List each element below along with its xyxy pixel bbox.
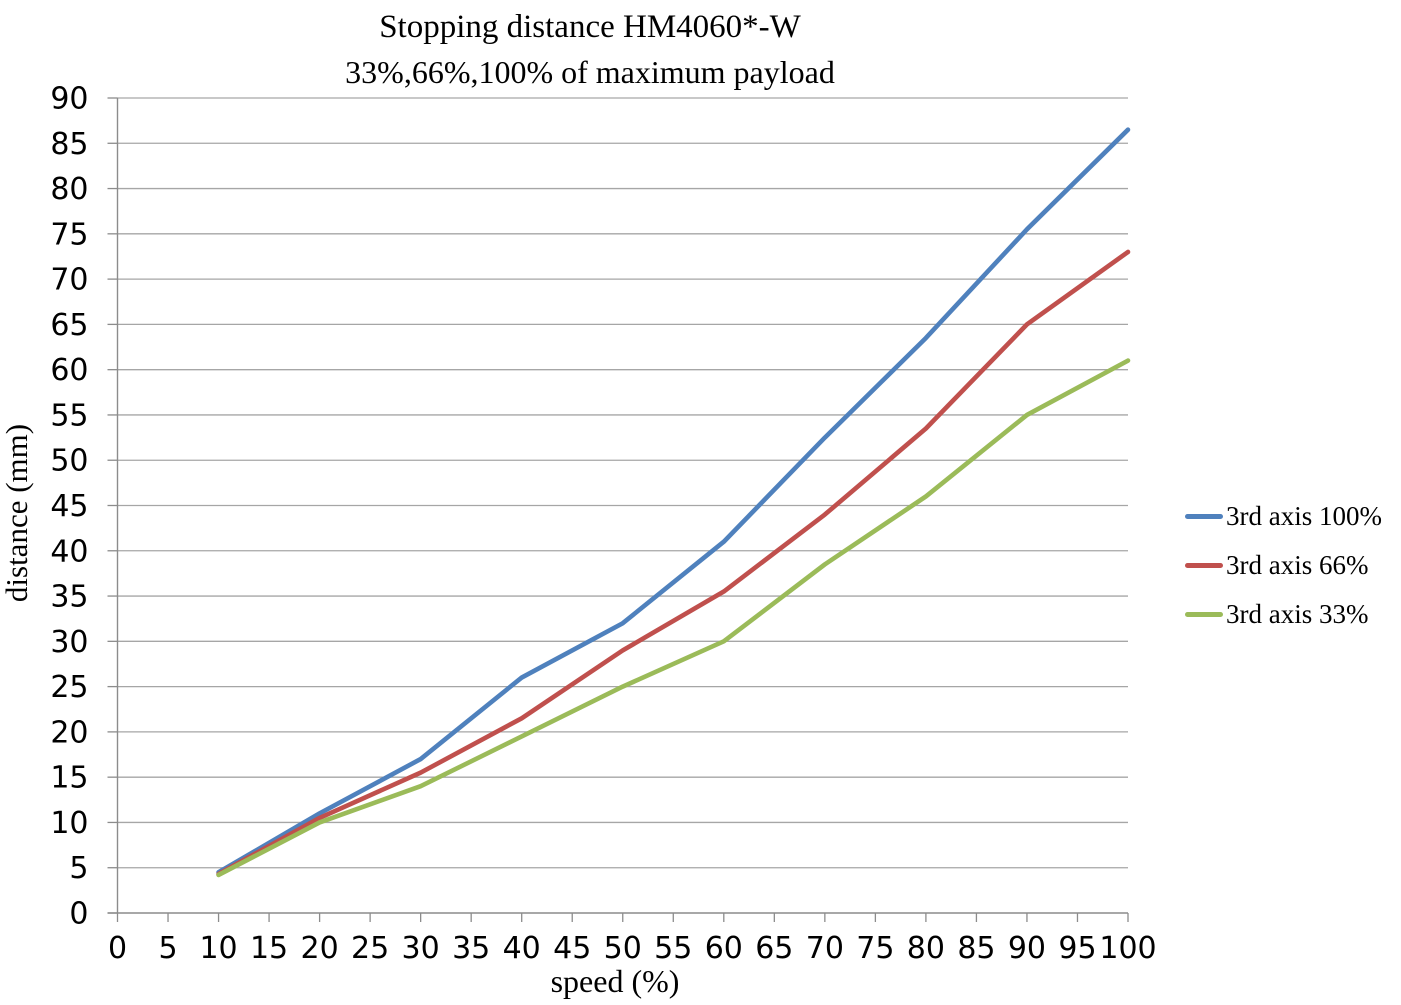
- x-tick-label: 65: [755, 931, 793, 966]
- y-tick-label: 35: [50, 580, 88, 615]
- x-tick-label: 100: [1099, 931, 1156, 966]
- y-tick-label: 10: [50, 806, 88, 841]
- legend: 3rd axis 100% 3rd axis 66% 3rd axis 33%: [1185, 492, 1382, 639]
- x-tick-label: 5: [158, 931, 177, 966]
- series-line: [216, 358, 1131, 878]
- legend-label: 3rd axis 66%: [1226, 550, 1369, 580]
- y-tick-label: 55: [50, 398, 88, 433]
- x-tick-label: 25: [351, 931, 389, 966]
- series-line: [216, 249, 1131, 877]
- y-tick-label: 70: [50, 263, 88, 298]
- x-tick-label: 95: [1058, 931, 1096, 966]
- y-tick-label: 65: [50, 308, 88, 343]
- x-tick-label: 30: [402, 931, 440, 966]
- x-tick-label: 20: [301, 931, 339, 966]
- y-axis-title: distance (mm): [0, 423, 34, 603]
- series-line: [216, 127, 1131, 875]
- x-tick-label: 45: [553, 931, 591, 966]
- y-tick-label: 30: [50, 625, 88, 660]
- y-tick-label: 20: [50, 715, 88, 750]
- series-lines: [216, 127, 1131, 878]
- x-tick-label: 0: [108, 931, 127, 966]
- y-tick-label: 0: [69, 897, 88, 932]
- x-tick-label: 60: [705, 931, 743, 966]
- title-block: Stopping distance HM4060*-W 33%,66%,100%…: [0, 4, 1180, 94]
- x-tick-label: 75: [856, 931, 894, 966]
- y-tick-label: 80: [50, 172, 88, 207]
- x-tick-label: 50: [604, 931, 642, 966]
- y-tick-label: 5: [69, 851, 88, 886]
- legend-label: 3rd axis 100%: [1226, 501, 1382, 531]
- y-tick-label: 40: [50, 534, 88, 569]
- chart-title: Stopping distance HM4060*-W: [379, 9, 801, 45]
- y-tick-label: 90: [50, 82, 88, 117]
- y-tick-label: 15: [50, 761, 88, 796]
- y-tick-label: 25: [50, 670, 88, 705]
- y-tick-label: 50: [50, 444, 88, 479]
- legend-label: 3rd axis 33%: [1226, 599, 1369, 629]
- legend-swatch-line: [1185, 612, 1223, 617]
- x-tick-label: 15: [250, 931, 288, 966]
- legend-item: 3rd axis 66%: [1185, 541, 1382, 590]
- gridlines: [117, 97, 1128, 869]
- x-tick-label: 85: [957, 931, 995, 966]
- chart-subtitle: 33%,66%,100% of maximum payload: [345, 54, 835, 90]
- x-tick-label: 55: [654, 931, 692, 966]
- x-tick-label: 10: [199, 931, 237, 966]
- y-tick-labels: 0 5 10 15 20 25 30 35 40 45 50 55 60 65 70 75 80 85 90: [50, 82, 88, 932]
- legend-swatch-line: [1185, 514, 1223, 519]
- x-tick-labels: 0 5 10 15 20 25 30 35 40 45 50 55 60 65 70 75 80 85 90 95 10…: [108, 931, 1157, 966]
- y-tick-label: 60: [50, 353, 88, 388]
- legend-swatch-line: [1185, 563, 1223, 568]
- tick-marks: [107, 97, 1129, 922]
- legend-item: 3rd axis 100%: [1185, 492, 1382, 541]
- x-tick-label: 80: [907, 931, 945, 966]
- x-axis-title: speed (%): [550, 963, 680, 999]
- legend-item: 3rd axis 33%: [1185, 590, 1382, 639]
- x-tick-label: 35: [452, 931, 490, 966]
- x-tick-label: 90: [1008, 931, 1046, 966]
- x-tick-label: 70: [806, 931, 844, 966]
- y-tick-label: 75: [50, 217, 88, 252]
- x-tick-label: 40: [503, 931, 541, 966]
- y-tick-label: 85: [50, 127, 88, 162]
- y-tick-label: 45: [50, 489, 88, 524]
